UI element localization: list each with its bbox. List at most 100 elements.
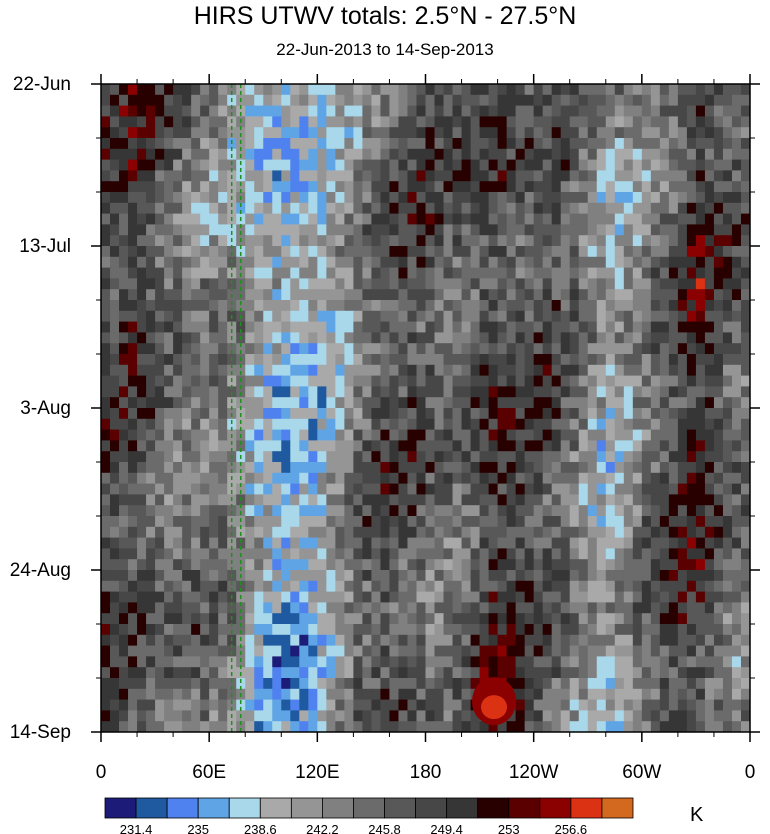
heatmap-cell — [533, 289, 544, 301]
heatmap-cell — [218, 494, 228, 506]
heatmap-cell — [407, 278, 418, 290]
heatmap-cell — [659, 321, 670, 333]
heatmap-cell — [308, 613, 318, 625]
heatmap-cell — [146, 354, 156, 366]
heatmap-cell — [677, 699, 688, 711]
heatmap-cell — [416, 710, 427, 722]
heatmap-cell — [164, 570, 174, 582]
heatmap-cell — [704, 451, 715, 463]
heatmap-cell — [263, 645, 273, 657]
heatmap-cell — [371, 613, 382, 625]
colorbar-unit: K — [690, 804, 704, 826]
heatmap-cell — [101, 127, 111, 139]
heatmap-cell — [344, 494, 354, 506]
heatmap-cell — [290, 429, 300, 441]
heatmap-cell — [542, 256, 553, 269]
heatmap-cell — [317, 537, 327, 549]
heatmap-cell — [101, 656, 111, 668]
heatmap-cell — [101, 472, 111, 485]
heatmap-cell — [623, 505, 634, 517]
heatmap-cell — [371, 645, 382, 657]
heatmap-cell — [200, 613, 210, 625]
heatmap-cell — [272, 138, 282, 150]
heatmap-cell — [272, 364, 282, 377]
heatmap-cell — [398, 602, 409, 614]
heatmap-cell — [218, 526, 228, 539]
heatmap-cell — [182, 278, 192, 290]
heatmap-cell — [155, 278, 165, 290]
heatmap-cell — [272, 343, 282, 355]
heatmap-cell — [515, 364, 526, 377]
heatmap-cell — [695, 472, 706, 485]
heatmap-cell — [677, 602, 688, 614]
heatmap-cell — [326, 602, 336, 614]
heatmap-cell — [317, 278, 327, 290]
heatmap-cell — [560, 418, 571, 431]
heatmap-cell — [173, 570, 183, 582]
heatmap-cell — [686, 159, 697, 171]
heatmap-cell — [362, 159, 373, 171]
heatmap-cell — [488, 462, 499, 474]
heatmap-cell — [740, 84, 750, 96]
heatmap-cell — [389, 354, 400, 366]
heatmap-cell — [407, 127, 418, 139]
heatmap-cell — [227, 159, 237, 171]
heatmap-cell — [218, 688, 228, 701]
heatmap-cell — [182, 699, 192, 711]
heatmap-cell — [110, 343, 120, 355]
heatmap-cell — [461, 656, 472, 668]
heatmap-cell — [317, 310, 327, 323]
heatmap-cell — [200, 634, 210, 647]
heatmap-cell — [362, 105, 373, 117]
heatmap-cell — [569, 84, 580, 96]
heatmap-cell — [209, 472, 219, 485]
heatmap-cell — [677, 505, 688, 517]
heatmap-cell — [443, 462, 454, 474]
heatmap-cell — [614, 570, 625, 582]
heatmap-cell — [317, 483, 327, 495]
heatmap-cell — [200, 278, 210, 290]
heatmap-cell — [407, 148, 418, 161]
heatmap-cell — [443, 159, 454, 171]
heatmap-cell — [173, 332, 183, 344]
heatmap-cell — [587, 300, 598, 312]
heatmap-cell — [164, 332, 174, 344]
heatmap-cell — [632, 332, 643, 344]
heatmap-cell — [263, 278, 273, 290]
colorbar-swatch — [104, 797, 137, 819]
heatmap-cell — [362, 688, 373, 701]
heatmap-cell — [263, 494, 273, 506]
heatmap-cell — [245, 667, 255, 679]
heatmap-cell — [191, 397, 201, 409]
heatmap-cell — [524, 310, 535, 323]
heatmap-cell — [200, 289, 210, 301]
heatmap-cell — [695, 84, 706, 96]
heatmap-cell — [425, 483, 436, 495]
heatmap-cell — [506, 105, 517, 117]
heatmap-cell — [398, 537, 409, 549]
heatmap-cell — [605, 721, 616, 732]
heatmap-cell — [668, 440, 679, 452]
heatmap-cell — [128, 202, 138, 215]
heatmap-cell — [587, 321, 598, 333]
heatmap-cell — [632, 364, 643, 377]
heatmap-cell — [722, 494, 733, 506]
heatmap-cell — [506, 289, 517, 301]
heatmap-cell — [659, 440, 670, 452]
heatmap-cell — [272, 472, 282, 485]
heatmap-cell — [416, 678, 427, 690]
heatmap-cell — [524, 159, 535, 171]
heatmap-cell — [317, 548, 327, 560]
heatmap-cell — [614, 699, 625, 711]
heatmap-cell — [236, 343, 246, 355]
heatmap-cell — [740, 192, 750, 204]
heatmap-cell — [353, 721, 363, 732]
heatmap-cell — [623, 559, 634, 571]
heatmap-cell — [659, 526, 670, 539]
heatmap-cell — [155, 192, 165, 204]
heatmap-cell — [182, 624, 192, 636]
heatmap-cell — [470, 397, 481, 409]
heatmap-cell — [281, 343, 291, 355]
heatmap-cell — [290, 408, 300, 420]
heatmap-cell — [119, 451, 129, 463]
